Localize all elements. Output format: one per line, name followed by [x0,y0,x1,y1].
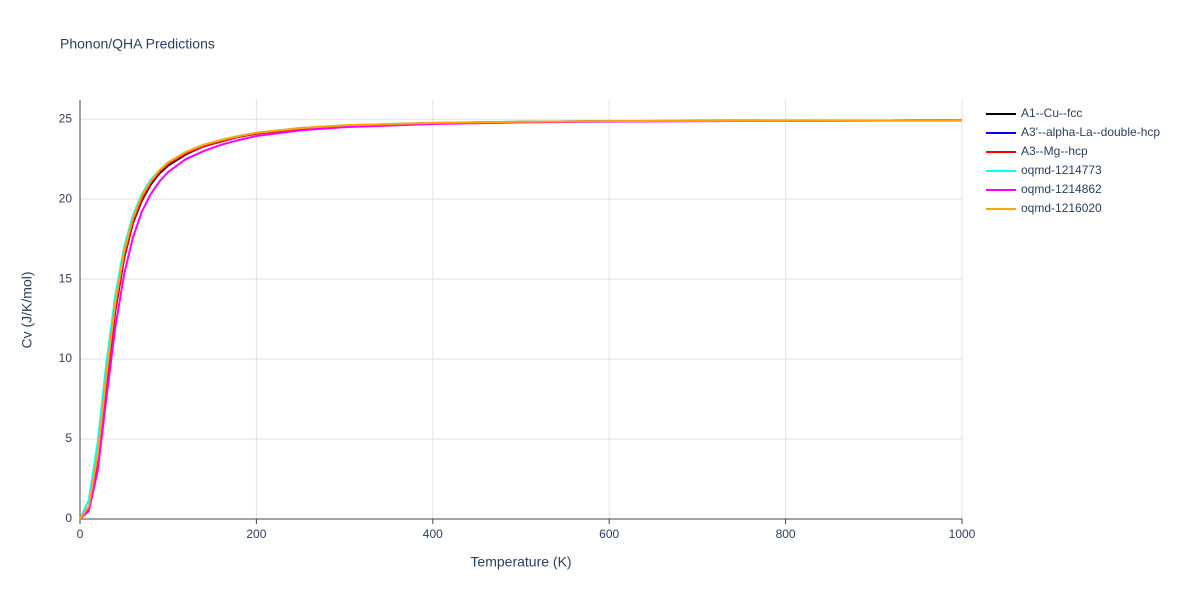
x-tick-label: 400 [423,527,443,541]
line [79,119,963,520]
legend-label: A1--Cu--fcc [1021,106,1082,120]
line [79,119,963,520]
y-tick-label: 15 [59,271,73,285]
y-tick-label: 25 [59,111,73,125]
line [79,119,963,520]
y-tick-label: 5 [65,431,72,445]
x-tick-label: 600 [599,527,619,541]
y-tick-label: 20 [59,191,73,205]
legend-label: oqmd-1214773 [1021,163,1102,177]
x-tick-label: 0 [77,527,84,541]
y-tick-label: 0 [65,511,72,525]
legend-label: A3'--alpha-La--double-hcp [1021,125,1160,139]
chart-title: Phonon/QHA Predictions [60,36,215,52]
y-tick-label: 10 [59,351,73,365]
legend-label: oqmd-1214862 [1021,182,1102,196]
x-tick-label: 1000 [949,527,976,541]
x-axis-title: Temperature (K) [470,554,571,570]
legend-label: oqmd-1216020 [1021,201,1102,215]
x-tick-label: 800 [776,527,796,541]
line [79,119,963,520]
line [79,119,963,520]
y-axis-title: Cv (J/K/mol) [19,272,35,349]
line [79,119,963,520]
x-tick-label: 200 [246,527,266,541]
legend-label: A3--Mg--hcp [1021,144,1088,158]
